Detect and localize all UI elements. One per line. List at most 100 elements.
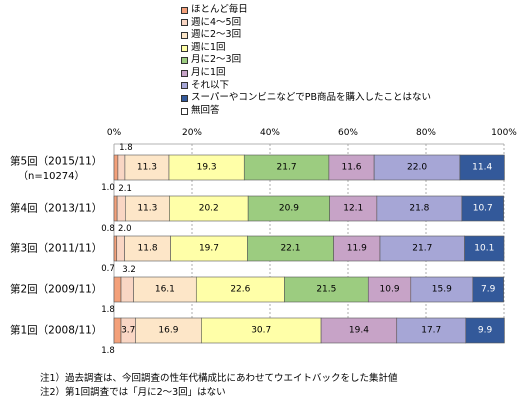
x-tick-label: 40% — [260, 128, 280, 138]
data-label: 2.1 — [118, 184, 132, 194]
data-label: 20.2 — [199, 204, 219, 214]
bar-segment — [116, 195, 126, 222]
bar-segment — [133, 276, 197, 303]
bar-segment — [465, 317, 505, 344]
bar-segment — [124, 154, 170, 181]
legend-item: 週に1回 — [181, 42, 431, 55]
data-label: 1.8 — [101, 305, 115, 315]
bar-segment — [459, 154, 505, 181]
bar-segment — [168, 154, 245, 181]
bar-segment — [116, 235, 125, 262]
data-label: 15.9 — [432, 285, 452, 295]
data-label: 10.1 — [474, 244, 494, 254]
legend-item: スーパーやコンビニなどでPB商品を購入したことはない — [181, 92, 431, 105]
bar-segment — [247, 195, 330, 222]
data-label: 30.7 — [251, 326, 271, 336]
legend-label: ほとんど毎日 — [191, 4, 248, 15]
data-label: 22.0 — [407, 163, 427, 173]
data-label: 0.8 — [101, 224, 115, 234]
bar-segment — [113, 276, 122, 303]
legend-swatch — [181, 31, 188, 39]
note-2: 注2）第1回調査では「月に2～3回」はない — [40, 387, 226, 398]
legend-swatch — [181, 6, 188, 14]
bar-segment — [329, 195, 378, 222]
data-label: 19.7 — [199, 244, 219, 254]
bar-segment — [243, 154, 330, 181]
bar-segment — [170, 235, 248, 262]
legend-swatch — [181, 69, 188, 77]
data-label: 21.7 — [412, 244, 432, 254]
bar-segment — [396, 317, 467, 344]
data-label: 22.1 — [280, 244, 300, 254]
legend-swatch — [181, 82, 188, 90]
data-label: 11.6 — [341, 163, 361, 173]
data-label: 11.8 — [138, 244, 158, 254]
bar-segment — [117, 154, 126, 181]
legend-item: それ以下 — [181, 80, 431, 93]
legend-swatch — [181, 94, 188, 102]
bar-segment — [464, 235, 505, 262]
data-label: 16.1 — [155, 285, 175, 295]
legend-item: ほとんど毎日 — [181, 4, 431, 17]
bar-segment — [472, 276, 504, 303]
x-tick-label: 80% — [416, 128, 436, 138]
legend-label: 週に2～3回 — [191, 29, 242, 41]
category-label: 第5回（2015/11） — [10, 155, 102, 168]
x-tick-label: 100% — [491, 128, 517, 138]
category-label: 第2回（2009/11） — [10, 283, 102, 296]
legend-label: 週に1回 — [191, 41, 226, 53]
data-label: 1.8 — [101, 346, 115, 356]
bar-segment — [113, 154, 119, 181]
data-label: 2.0 — [118, 224, 132, 234]
data-label: 12.1 — [343, 204, 363, 214]
data-label: 3.7 — [121, 326, 135, 336]
data-label: 3.2 — [122, 265, 136, 275]
legend-item: 月に2～3回 — [181, 54, 431, 67]
legend-swatch — [181, 107, 188, 115]
data-label: 7.9 — [481, 285, 496, 295]
legend-swatch — [181, 19, 188, 27]
x-tick-label: 0% — [107, 128, 122, 138]
category-sublabel: （n=10274） — [18, 170, 85, 182]
bar-segment — [113, 317, 122, 344]
data-label: 1.8 — [119, 143, 133, 153]
legend: ほとんど毎日 週に4～5回 週に2～3回 週に1回 月に2～3回 月に1回それ以下 スーパー… — [181, 4, 431, 117]
category-label: 第3回（2011/11） — [10, 242, 102, 255]
bar-segment — [120, 276, 134, 303]
data-label: 20.9 — [279, 204, 299, 214]
data-label: 21.7 — [277, 163, 297, 173]
data-label: 0.7 — [101, 264, 115, 274]
note-1: 注1）過去調査は、今回調査の性年代構成比にあわせてウエイトバックをした集計値 — [40, 373, 398, 384]
data-label: 11.3 — [137, 163, 157, 173]
bar-segment — [379, 235, 465, 262]
bar-segment — [328, 154, 375, 181]
data-label: 16.9 — [158, 326, 178, 336]
data-label: 11.9 — [347, 244, 367, 254]
data-label: 17.7 — [421, 326, 441, 336]
data-label: 11.3 — [137, 204, 157, 214]
legend-label: 週に4～5回 — [191, 16, 242, 28]
legend-item: 週に4～5回 — [181, 17, 431, 30]
bar-segment — [461, 195, 504, 222]
legend-swatch — [181, 57, 188, 65]
data-label: 19.3 — [197, 163, 217, 173]
legend-swatch — [181, 44, 188, 52]
data-label: 11.4 — [472, 163, 492, 173]
data-label: 10.7 — [473, 204, 493, 214]
data-label: 22.6 — [230, 285, 250, 295]
legend-label: 月に1回 — [191, 66, 226, 78]
bar-segment — [195, 276, 285, 303]
legend-label: 月に2～3回 — [191, 54, 242, 66]
bar-segment — [320, 317, 398, 344]
bar-segment — [113, 195, 118, 222]
data-label: 10.9 — [380, 285, 400, 295]
bar-segment — [169, 195, 249, 222]
bar-segment — [373, 154, 461, 181]
bar-segment — [201, 317, 322, 344]
category-label: 第1回（2008/11） — [10, 324, 102, 337]
data-label: 21.8 — [409, 204, 429, 214]
notes: 注1）過去調査は、今回調査の性年代構成比にあわせてウエイトバックをした集計値 注… — [40, 372, 398, 400]
x-tick-label: 60% — [338, 128, 358, 138]
bar-segment — [125, 195, 170, 222]
